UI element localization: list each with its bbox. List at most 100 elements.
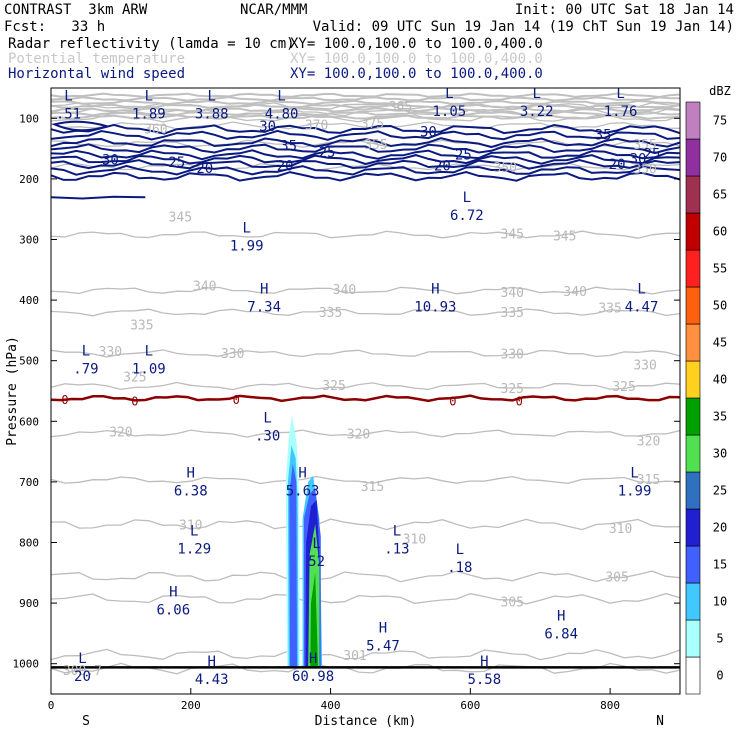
theta-label: 325	[612, 380, 635, 395]
field-wind: Horizontal wind speed	[8, 66, 186, 82]
colorbar-swatch	[685, 138, 701, 177]
x-tick-label: 600	[460, 699, 480, 712]
extremum-value: .30	[255, 428, 280, 444]
extremum-kind: L	[533, 86, 541, 102]
extremum-kind: L	[277, 89, 285, 105]
theta-label: 325	[322, 379, 345, 394]
wind-isoline	[50, 129, 681, 141]
theta-isoline	[50, 99, 681, 106]
extremum-value: 52	[308, 554, 325, 570]
theta-isoline	[50, 349, 681, 358]
field-theta-xy: XY= 100.0,100.0 to 100.0,400.0	[290, 51, 543, 67]
extremum-value: 1.29	[177, 542, 211, 558]
theta-label: 330	[221, 347, 244, 362]
extremum-value: .13	[384, 542, 409, 558]
theta-label: 325	[123, 370, 146, 385]
theta-label: 375	[361, 117, 384, 132]
extremum-kind: H	[379, 621, 387, 637]
wind-isoline	[50, 170, 681, 182]
theta-label: 355	[633, 138, 656, 153]
freezing-label: 0	[61, 393, 68, 407]
field-theta: Potential temperature	[8, 51, 186, 67]
x-tick-label: 800	[600, 699, 620, 712]
wind-isoline	[50, 143, 681, 155]
extremum-kind: L	[208, 89, 216, 105]
y-tick-label: 600	[19, 415, 39, 428]
colorbar-swatch	[685, 434, 701, 473]
colorbar-swatch	[685, 212, 701, 251]
extremum-value: 20	[74, 669, 91, 685]
valid-time: Valid: 09 UTC Sun 19 Jan 14 (19 ChT Sun …	[312, 19, 734, 35]
wind-isoline	[50, 158, 681, 170]
colorbar-label: 50	[713, 299, 727, 313]
wind-isoline	[50, 149, 681, 161]
x-tick-label: 400	[321, 699, 341, 712]
extremum-kind: L	[463, 190, 471, 206]
theta-isoline	[50, 114, 681, 123]
wind-label: 20	[196, 161, 213, 177]
theta-label: 350	[494, 161, 517, 176]
extremum-value: 3.22	[520, 104, 554, 120]
extremum-kind: L	[312, 536, 320, 552]
y-tick-label: 1000	[13, 658, 40, 671]
theta-label: 335	[598, 301, 621, 316]
theta-isoline	[50, 570, 681, 583]
extremum-kind: L	[64, 89, 72, 105]
wind-label: 35	[595, 128, 612, 144]
extremum-kind: H	[480, 654, 488, 670]
extremum-kind: L	[82, 344, 90, 360]
theta-label: 320	[347, 427, 370, 442]
extremum-value: 6.06	[156, 602, 190, 618]
colorbar-label: 5	[716, 632, 723, 646]
theta-label: 340	[333, 283, 356, 298]
extremum-kind: H	[169, 584, 177, 600]
theta-isoline	[51, 114, 681, 120]
colorbar-label: 65	[713, 188, 727, 202]
extremum-value: 1.99	[618, 484, 652, 500]
wind-label: 20	[434, 159, 451, 175]
colorbar-label: 70	[713, 151, 727, 165]
extremum-value: 3.88	[195, 107, 229, 123]
theta-label: 365	[389, 100, 412, 115]
theta-label: 345	[501, 227, 524, 242]
colorbar-swatch	[685, 249, 701, 288]
south-label: S	[82, 714, 90, 729]
colorbar-label: 45	[713, 336, 727, 350]
extremum-value: 5.63	[286, 484, 320, 500]
colorbar-label: 40	[713, 373, 727, 387]
colorbar-label: 35	[713, 410, 727, 424]
wind-isoline	[50, 137, 681, 149]
theta-label: 305	[605, 570, 628, 585]
extremum-kind: H	[431, 281, 439, 297]
theta-label: 305	[501, 595, 524, 610]
theta-isoline	[50, 230, 680, 239]
field-reflectivity-xy: XY= 100.0,100.0 to 100.0,400.0	[290, 36, 543, 52]
extremum-kind: H	[260, 281, 268, 297]
colorbar-label: 10	[713, 595, 727, 609]
freezing-label: 0	[516, 394, 523, 408]
extremum-kind: H	[208, 654, 216, 670]
theta-isoline	[50, 110, 681, 117]
theta-label: 315	[361, 480, 384, 495]
plot-frame	[50, 87, 681, 695]
wind-isoline	[50, 195, 146, 200]
extremum-value: 1.89	[132, 107, 166, 123]
colorbar-swatch	[685, 397, 701, 436]
y-tick-label: 700	[19, 476, 39, 489]
theta-isoline	[50, 286, 681, 295]
extremum-value: 1.76	[604, 104, 638, 120]
init-time: Init: 00 UTC Sat 18 Jan 14	[514, 2, 734, 18]
colorbar-swatch	[685, 175, 701, 214]
extremum-kind: L	[393, 524, 401, 540]
wind-label: 30	[259, 119, 276, 135]
colorbar-label: 0	[716, 669, 723, 683]
theta-label: 301	[343, 649, 366, 664]
theta-label: 330	[633, 358, 656, 373]
extremum-value: 1.05	[433, 104, 467, 120]
theta-isoline	[50, 475, 681, 485]
x-tick-label: 0	[48, 699, 55, 712]
extremum-kind: H	[187, 466, 195, 482]
extremum-kind: L	[445, 86, 453, 102]
forecast-hour: Fcst: 33 h	[4, 19, 106, 35]
extremum-value: 4.47	[625, 299, 659, 315]
